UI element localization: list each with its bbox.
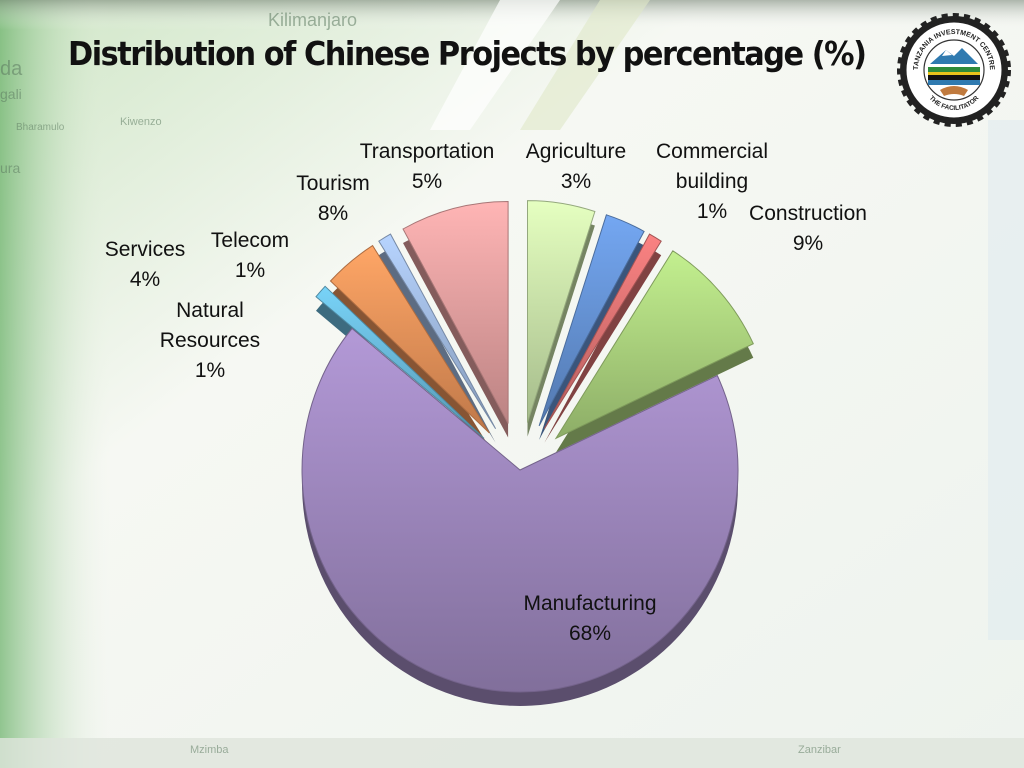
pie-slice-transportation [527,200,596,423]
pie-slice-natural-resources [315,285,485,439]
data-label-name: Resources [160,329,260,352]
pie-slice-depth-commercial-building [544,248,662,443]
data-label-name: Manufacturing [523,592,656,615]
data-label-name: Construction [749,202,867,225]
data-label-value: 68% [569,622,611,645]
map-label-zanzibar: Zanzibar [798,744,841,756]
pie-slice-services [329,244,490,434]
data-label-agriculture: Agriculture 3% [526,140,626,193]
map-label-kiwenzo: Kiwenzo [120,116,162,128]
data-label-name: Tourism [296,172,370,195]
pie-slice-telecom [378,233,497,429]
data-label-value: 1% [697,200,727,223]
data-label-name: Transportation [360,140,495,163]
pie-slice-construction [554,250,754,440]
data-label-value: 1% [195,359,225,382]
data-label-telecom: Telecom 1% [211,229,289,282]
handshake-icon [940,86,968,96]
data-label-services: Services 4% [105,238,186,291]
data-label-name: Natural [176,299,244,322]
data-label-name: building [676,170,748,193]
data-label-name: Telecom [211,229,289,252]
pie-slice-agriculture [538,214,645,427]
data-label-value: 5% [412,170,442,193]
data-label-tourism: Tourism 8% [296,172,370,225]
chart-title: Distribution of Chinese Projects by perc… [68,34,867,73]
data-label-value: 3% [561,170,591,193]
data-label-value: 9% [793,232,823,255]
data-label-name: Agriculture [526,140,626,163]
pie-slice-commercial-building [543,233,662,429]
pie-slice-tourism [402,200,509,424]
pie-slice-manufacturing [301,327,739,693]
map-label-mzimba: Mzimba [190,744,229,756]
map-label-ura: ura [0,160,21,176]
data-label-name: Services [105,238,186,261]
data-label-natural-resources: Natural Resources 1% [160,299,260,382]
pie-slice-depth-telecom [378,248,496,443]
data-label-manufacturing: Manufacturing 68% [523,592,656,645]
data-label-construction: Construction 9% [749,202,867,255]
map-label-da: da [0,58,23,80]
map-label-kilimanjaro: Kilimanjaro [268,10,358,30]
data-label-name: Commercial [656,140,768,163]
data-label-value: 1% [235,259,265,282]
tic-logo: TANZANIA INVESTMENT CENTRE THE FACILITAT… [897,13,1011,127]
data-label-value: 4% [130,268,160,291]
data-label-transportation: Transportation 5% [360,140,495,193]
data-label-value: 8% [318,202,348,225]
data-label-commercial-building: Commercial building 1% [656,140,768,223]
map-label-bharamulo: Bharamulo [16,122,65,133]
map-label-gali: gali [0,86,22,102]
pie-slice-depth-agriculture [539,228,645,440]
